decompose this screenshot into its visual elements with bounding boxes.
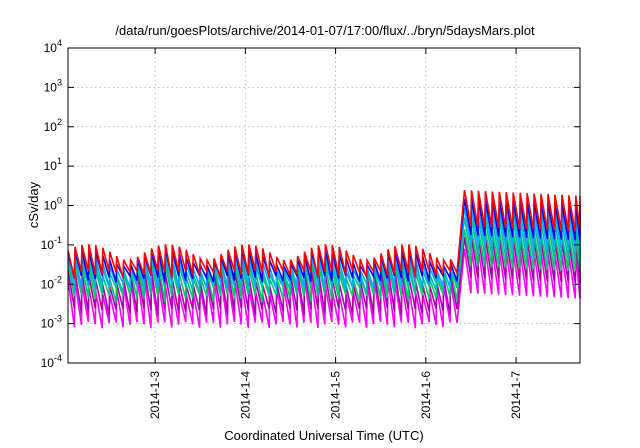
- y-tick-label: 10-1: [41, 235, 62, 252]
- chart-title: /data/run/goesPlots/archive/2014-01-07/1…: [115, 23, 535, 38]
- x-tick-label: 2014-1-5: [329, 371, 343, 419]
- x-tick-label: 2014-1-4: [238, 371, 252, 419]
- x-tick-label: 2014-1-6: [419, 371, 433, 419]
- series-group: [67, 189, 581, 329]
- y-tick-label: 100: [44, 196, 62, 213]
- y-tick-label: 10-4: [41, 353, 62, 370]
- x-tick-label: 2014-1-3: [148, 371, 162, 419]
- y-tick-label: 103: [44, 77, 62, 94]
- y-axis: 10-4 10-3 10-2 10-1 100 101 102 103 104: [41, 38, 580, 370]
- y-axis-label: cSv/day: [26, 181, 41, 228]
- series-line-1: [67, 189, 581, 279]
- y-tick-label: 102: [44, 117, 62, 134]
- y-tick-label: 10-2: [41, 274, 62, 291]
- y-tick-label: 101: [44, 156, 62, 173]
- y-tick-label: 10-3: [41, 314, 62, 331]
- x-axis: 2014-1-3 2014-1-4 2014-1-5 2014-1-6 2014-1-7: [148, 48, 523, 419]
- x-tick-label: 2014-1-7: [509, 371, 523, 419]
- x-axis-label: Coordinated Universal Time (UTC): [224, 428, 423, 443]
- y-tick-label: 104: [44, 38, 62, 55]
